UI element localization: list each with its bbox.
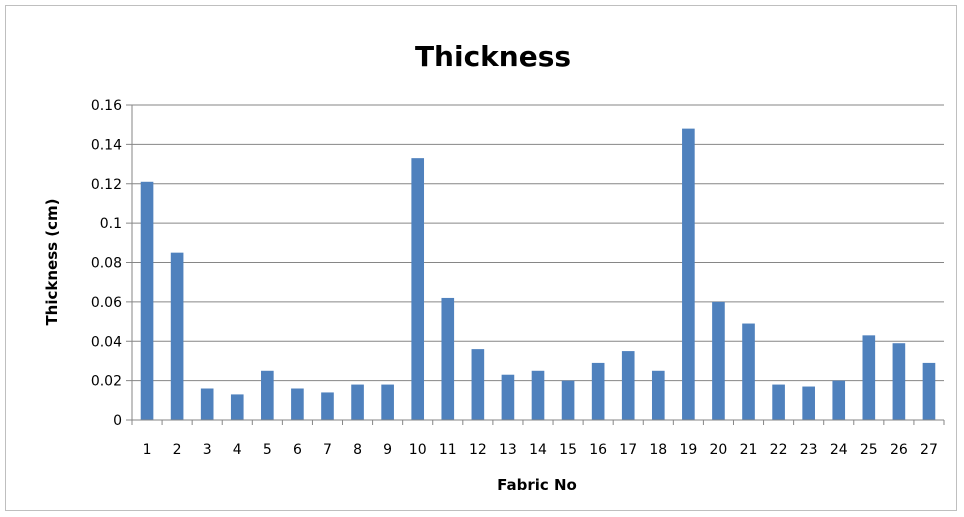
gridlines: [132, 104, 944, 382]
y-tick-label: 0.08: [91, 256, 122, 272]
y-tick-label: 0.14: [91, 137, 122, 153]
bar-fabric-21: [742, 323, 755, 420]
x-tick-label: 24: [830, 442, 848, 458]
x-tick-label: 19: [679, 442, 697, 458]
bar-fabric-11: [441, 297, 455, 420]
bar-fabric-9: [381, 384, 394, 420]
bar-fabric-2: [170, 252, 184, 420]
x-tick-label: 1: [143, 442, 152, 458]
chart-frame: [5, 5, 957, 511]
bar-fabric-25: [862, 335, 876, 420]
x-tick-label: 6: [293, 442, 302, 458]
y-tick-label: 0: [113, 413, 122, 429]
bar-fabric-3: [200, 388, 214, 420]
x-tick-label: 9: [383, 442, 392, 458]
y-axis-label: Thickness (cm): [43, 198, 61, 325]
bar-fabric-12: [471, 349, 485, 420]
x-tick-label: 14: [529, 442, 547, 458]
y-tick-label: 0.04: [91, 334, 122, 350]
bar-fabric-17: [621, 351, 635, 420]
x-tick-label: 20: [710, 442, 728, 458]
y-tick-label: 0.1: [100, 216, 122, 232]
bar-fabric-14: [531, 370, 545, 420]
bar-fabric-27: [922, 362, 936, 420]
x-tick-label: 4: [233, 442, 242, 458]
x-tick-label: 2: [173, 442, 182, 458]
bar-fabric-6: [291, 388, 304, 420]
bar-fabric-19: [682, 128, 695, 420]
x-tick-label: 23: [800, 442, 818, 458]
bar-fabric-24: [832, 380, 846, 420]
bar-fabric-15: [561, 380, 575, 420]
x-tick-label: 8: [353, 442, 362, 458]
bar-fabric-7: [321, 392, 334, 420]
x-tick-label: 13: [499, 442, 517, 458]
y-tick-label: 0.16: [91, 98, 122, 114]
bar-fabric-13: [501, 374, 515, 420]
x-tick-label: 3: [203, 442, 212, 458]
bar-fabric-4: [230, 394, 244, 420]
x-tick-label: 15: [559, 442, 577, 458]
x-tick-label: 18: [649, 442, 667, 458]
x-axis-label: Fabric No: [497, 476, 577, 494]
y-tick-labels: 0 0.02 0.04 0.06 0.08 0.1 0.12 0.14 0.16: [91, 98, 122, 429]
x-tick-label: 7: [323, 442, 332, 458]
y-tick-label: 0.12: [91, 177, 122, 193]
x-tick-label: 11: [439, 442, 457, 458]
x-tick-label: 22: [770, 442, 788, 458]
bar-fabric-18: [651, 370, 665, 420]
x-tick-label: 12: [469, 442, 487, 458]
x-tick-label: 26: [890, 442, 908, 458]
x-tick-label: 17: [619, 442, 637, 458]
y-tick-label: 0.02: [91, 374, 122, 390]
bar-fabric-23: [802, 386, 815, 420]
bar-fabric-8: [351, 384, 364, 420]
x-tick-label: 10: [409, 442, 427, 458]
bar-fabric-20: [712, 301, 725, 420]
axes: [126, 104, 945, 425]
bar-fabric-5: [261, 370, 274, 420]
x-tick-label: 16: [589, 442, 607, 458]
bars: [140, 128, 936, 420]
x-tick-label: 25: [860, 442, 878, 458]
x-tick-labels: 1 2 3 4 5 6 7 8 9 10 11 12 13 14 15 16 17 18 19 20 21 22 23 24 2…: [143, 442, 938, 458]
bar-fabric-10: [411, 158, 425, 420]
bar-fabric-26: [892, 343, 906, 420]
chart-title: Thickness: [415, 40, 571, 73]
bar-fabric-22: [772, 384, 785, 420]
bar-fabric-16: [591, 362, 605, 420]
bar-fabric-1: [140, 181, 154, 420]
x-tick-label: 21: [740, 442, 758, 458]
y-tick-label: 0.06: [91, 295, 122, 311]
x-tick-label: 5: [263, 442, 272, 458]
x-tick-label: 27: [920, 442, 938, 458]
